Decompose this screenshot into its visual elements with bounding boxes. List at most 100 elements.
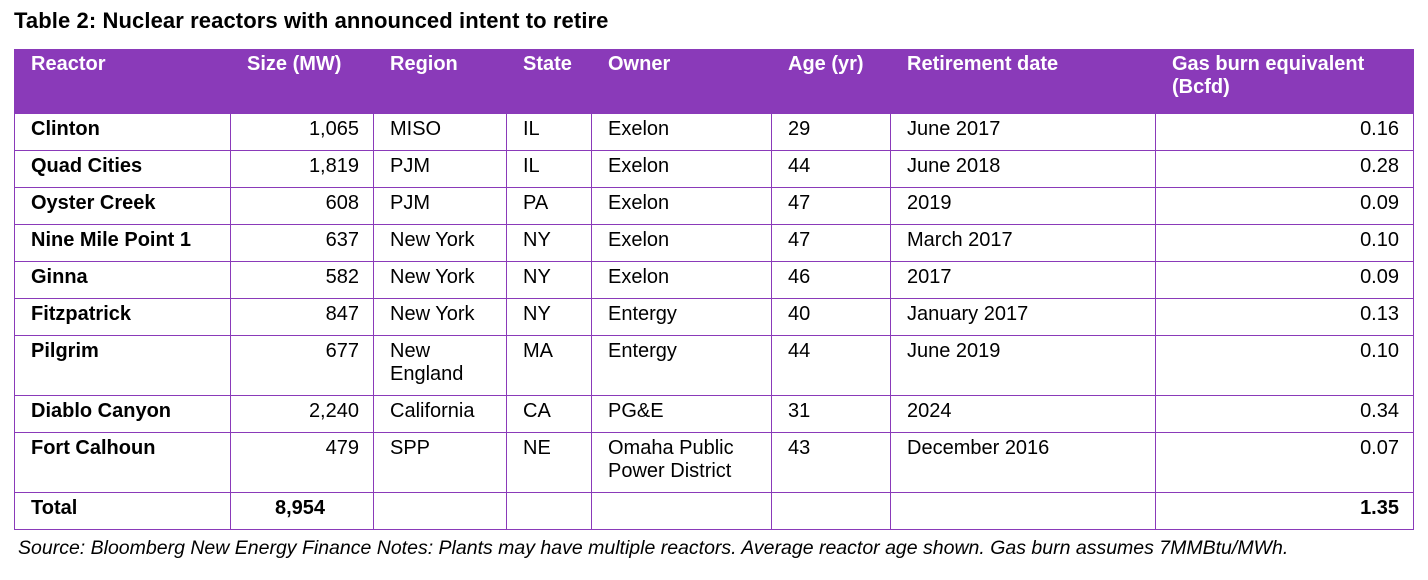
cell-age: 43 xyxy=(771,432,891,493)
cell-reactor: Ginna xyxy=(14,261,231,299)
cell-owner-line1: PG&E xyxy=(608,400,664,422)
cell-owner: Exelon xyxy=(591,261,772,299)
cell-reactor: Diablo Canyon xyxy=(14,395,231,433)
cell-state: PA xyxy=(506,187,592,225)
cell-owner-line1: Entergy xyxy=(608,303,677,325)
cell-owner-line1: Exelon xyxy=(608,266,670,288)
table-row: Pilgrim 677 New England MA Entergy 44 June 2019… xyxy=(14,335,1414,396)
total-owner-empty xyxy=(591,492,772,530)
cell-retirement: January 2017 xyxy=(890,298,1156,336)
cell-region: PJM xyxy=(373,150,507,188)
cell-age: 44 xyxy=(771,335,891,396)
cell-owner: Exelon xyxy=(591,187,772,225)
cell-size: 1,819 xyxy=(230,150,374,188)
cell-reactor: Fitzpatrick xyxy=(14,298,231,336)
cell-owner: Exelon xyxy=(591,150,772,188)
cell-region: New York xyxy=(373,261,507,299)
cell-size: 2,240 xyxy=(230,395,374,433)
header-size: Size (MW) xyxy=(230,49,374,114)
cell-retirement: December 2016 xyxy=(890,432,1156,493)
cell-size: 582 xyxy=(230,261,374,299)
cell-age: 29 xyxy=(771,113,891,151)
cell-gas: 0.10 xyxy=(1155,224,1414,262)
cell-owner: Entergy xyxy=(591,298,772,336)
cell-region: MISO xyxy=(373,113,507,151)
cell-reactor: Oyster Creek xyxy=(14,187,231,225)
cell-retirement: March 2017 xyxy=(890,224,1156,262)
total-label: Total xyxy=(14,492,231,530)
cell-size: 637 xyxy=(230,224,374,262)
cell-size: 1,065 xyxy=(230,113,374,151)
cell-size: 608 xyxy=(230,187,374,225)
cell-gas: 0.07 xyxy=(1155,432,1414,493)
reactors-table: Reactor Size (MW) Region State Owner Age… xyxy=(14,49,1414,530)
cell-retirement: June 2017 xyxy=(890,113,1156,151)
cell-reactor: Quad Cities xyxy=(14,150,231,188)
cell-state: CA xyxy=(506,395,592,433)
cell-owner-line1: Exelon xyxy=(608,229,670,251)
cell-owner: Entergy xyxy=(591,335,772,396)
cell-owner-line1: Omaha Public xyxy=(608,437,734,459)
table-row: Oyster Creek 608 PJM PA Exelon 47 2019 0.09 xyxy=(14,187,1414,225)
cell-region: California xyxy=(373,395,507,433)
table-row: Ginna 582 New York NY Exelon 46 2017 0.09 xyxy=(14,261,1414,299)
cell-region-line2: England xyxy=(390,363,464,385)
cell-reactor: Nine Mile Point 1 xyxy=(14,224,231,262)
cell-gas: 0.09 xyxy=(1155,187,1414,225)
total-gas: 1.35 xyxy=(1155,492,1414,530)
cell-reactor: Pilgrim xyxy=(14,335,231,396)
table-row: Nine Mile Point 1 637 New York NY Exelon 47 Ma… xyxy=(14,224,1414,262)
cell-owner: Exelon xyxy=(591,113,772,151)
cell-age: 46 xyxy=(771,261,891,299)
cell-region-line1: New xyxy=(390,340,431,362)
cell-region-line1: New York xyxy=(390,303,475,325)
cell-reactor: Fort Calhoun xyxy=(14,432,231,493)
cell-size: 847 xyxy=(230,298,374,336)
cell-region-line1: New York xyxy=(390,229,475,251)
cell-gas: 0.16 xyxy=(1155,113,1414,151)
header-owner: Owner xyxy=(591,49,772,114)
total-row: Total 8,954 1.35 xyxy=(14,492,1414,530)
cell-state: MA xyxy=(506,335,592,396)
cell-owner-line1: Exelon xyxy=(608,118,670,140)
cell-age: 47 xyxy=(771,224,891,262)
table-row: Quad Cities 1,819 PJM IL Exelon 44 June 2018 0.… xyxy=(14,150,1414,188)
header-reactor: Reactor xyxy=(14,49,231,114)
table-row: Fort Calhoun 479 SPP NE Omaha Public Power Di… xyxy=(14,432,1414,493)
cell-size: 479 xyxy=(230,432,374,493)
cell-size: 677 xyxy=(230,335,374,396)
cell-owner: Exelon xyxy=(591,224,772,262)
cell-region: SPP xyxy=(373,432,507,493)
table-title: Table 2: Nuclear reactors with announced… xyxy=(14,8,609,33)
cell-age: 44 xyxy=(771,150,891,188)
header-gas-line1: Gas burn equivalent xyxy=(1172,53,1365,75)
cell-state: NY xyxy=(506,224,592,262)
cell-region-line1: SPP xyxy=(390,437,431,459)
cell-state: NY xyxy=(506,298,592,336)
cell-region: PJM xyxy=(373,187,507,225)
cell-retirement: June 2019 xyxy=(890,335,1156,396)
total-region-empty xyxy=(373,492,507,530)
header-retirement: Retirement date xyxy=(890,49,1156,114)
cell-owner-line1: Exelon xyxy=(608,155,670,177)
table-row: Clinton 1,065 MISO IL Exelon 29 June 2017 0.16 xyxy=(14,113,1414,151)
cell-retirement: 2017 xyxy=(890,261,1156,299)
table-row: Diablo Canyon 2,240 California CA PG&E 31 2024… xyxy=(14,395,1414,433)
header-row: Reactor Size (MW) Region State Owner Age… xyxy=(14,49,1414,114)
cell-age: 47 xyxy=(771,187,891,225)
cell-owner-line1: Exelon xyxy=(608,192,670,214)
cell-region: New York xyxy=(373,224,507,262)
cell-gas: 0.28 xyxy=(1155,150,1414,188)
cell-gas: 0.34 xyxy=(1155,395,1414,433)
cell-region-line1: PJM xyxy=(390,155,430,177)
cell-owner-line2: Power District xyxy=(608,460,732,482)
header-state: State xyxy=(506,49,592,114)
header-gas-line2: (Bcfd) xyxy=(1172,76,1230,98)
cell-owner-line1: Entergy xyxy=(608,340,677,362)
source-note: Source: Bloomberg New Energy Finance Not… xyxy=(18,537,1289,559)
cell-region-line1: PJM xyxy=(390,192,430,214)
cell-age: 31 xyxy=(771,395,891,433)
cell-owner: Omaha Public Power District xyxy=(591,432,772,493)
cell-region: New York xyxy=(373,298,507,336)
cell-region-line1: New York xyxy=(390,266,475,288)
